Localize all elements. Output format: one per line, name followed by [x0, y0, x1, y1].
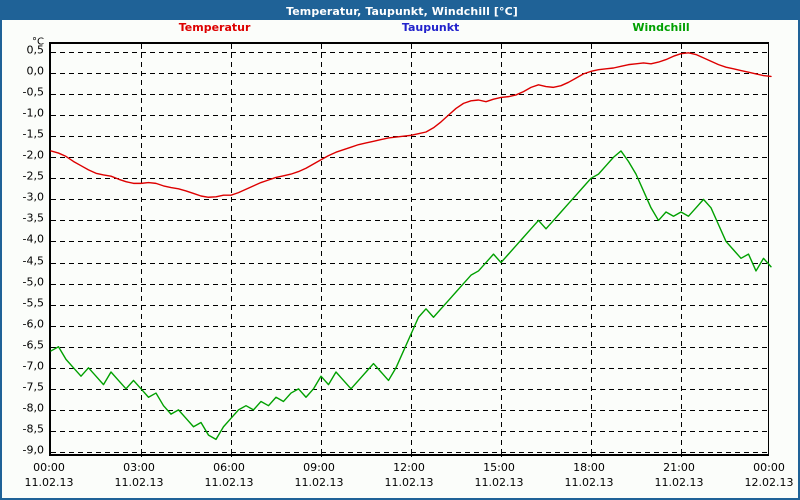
y-axis-tick-label: -7,0: [22, 359, 44, 373]
y-axis-tick-label: -0,5: [22, 85, 44, 99]
y-axis-tick-label: -6,0: [22, 317, 44, 331]
legend-item-windchill: Windchill: [632, 21, 690, 34]
x-axis-tick-date: 11.02.13: [114, 476, 164, 489]
x-axis-labels: 00:00 11.02.13 03:00 11.02.13 06:00 11.02.13 0…: [25, 460, 794, 496]
legend-item-temperatur: Temperatur: [178, 21, 251, 34]
x-axis-tick-label: 09:00 11.02.13: [295, 460, 344, 490]
y-axis-tick-label: -8,5: [22, 422, 44, 436]
y-axis-tick-label: -1,0: [22, 106, 44, 120]
x-axis-tick-time: 15:00: [483, 461, 515, 474]
y-axis-tick-label: -1,5: [22, 127, 44, 141]
y-axis-tick-label: -7,5: [22, 380, 44, 394]
x-axis-tick-date: 11.02.13: [654, 476, 704, 489]
x-axis-tick-label: 21:00 11.02.13: [655, 460, 704, 490]
x-axis-tick-time: 06:00: [213, 461, 245, 474]
y-axis-tick-label: -6,5: [22, 338, 44, 352]
x-axis-tick-date: 11.02.13: [564, 476, 614, 489]
y-axis-tick-label: 0,5: [26, 43, 45, 57]
y-axis-tick-label: -5,5: [22, 296, 44, 310]
y-axis-tick-label: 0,0: [26, 64, 45, 78]
window-title-bar: Temperatur, Taupunkt, Windchill [°C]: [2, 2, 798, 20]
y-axis-labels: °C 0,5 0,0 -0,5 -1,0 -1,5 -2,0 -2,5 -3,0 -3,5 -4,0…: [2, 37, 47, 457]
x-axis-tick-label: 15:00 11.02.13: [475, 460, 524, 490]
x-axis-tick-date: 11.02.13: [204, 476, 254, 489]
chart-legend: Temperatur Taupunkt Windchill: [49, 21, 769, 39]
y-axis-tick-label: -3,5: [22, 211, 44, 225]
x-axis-tick-date: 12.02.13: [744, 476, 794, 489]
y-axis-tick-label: -5,0: [22, 275, 44, 289]
x-axis-tick-time: 21:00: [663, 461, 695, 474]
y-axis-tick-label: -4,0: [22, 232, 44, 246]
chart-gridlines: [51, 44, 771, 457]
x-axis-tick-time: 18:00: [573, 461, 605, 474]
x-axis-tick-label: 12:00 11.02.13: [385, 460, 434, 490]
chart-series: [50, 52, 772, 441]
y-axis-tick-label: -2,5: [22, 169, 44, 183]
series-line-windchill: [50, 150, 772, 441]
x-axis-tick-date: 11.02.13: [294, 476, 344, 489]
plot-area: [49, 42, 772, 457]
y-axis-tick-label: -9,0: [22, 443, 44, 457]
y-axis-unit: °C: [32, 36, 44, 48]
x-axis-tick-date: 11.02.13: [24, 476, 74, 489]
x-axis-tick-label: 00:00 11.02.13: [25, 460, 74, 490]
y-axis-tick-label: -4,5: [22, 254, 44, 268]
series-line-temperatur: [50, 52, 772, 198]
y-axis-tick-label: -2,0: [22, 148, 44, 162]
x-axis-tick-label: 00:00 12.02.13: [745, 460, 794, 490]
x-axis-tick-time: 00:00: [33, 461, 65, 474]
y-axis-tick-label: -3,0: [22, 190, 44, 204]
page-title: Temperatur, Taupunkt, Windchill [°C]: [286, 4, 518, 18]
legend-item-taupunkt: Taupunkt: [401, 21, 460, 34]
x-axis-tick-time: 00:00: [753, 461, 785, 474]
x-axis-tick-label: 18:00 11.02.13: [565, 460, 614, 490]
x-axis-tick-date: 11.02.13: [474, 476, 524, 489]
x-axis-tick-label: 03:00 11.02.13: [115, 460, 164, 490]
x-axis-tick-date: 11.02.13: [384, 476, 434, 489]
x-axis-tick-label: 06:00 11.02.13: [205, 460, 254, 490]
y-axis-tick-label: -8,0: [22, 401, 44, 415]
x-axis-tick-time: 09:00: [303, 461, 335, 474]
x-axis-tick-time: 12:00: [393, 461, 425, 474]
x-axis-tick-time: 03:00: [123, 461, 155, 474]
